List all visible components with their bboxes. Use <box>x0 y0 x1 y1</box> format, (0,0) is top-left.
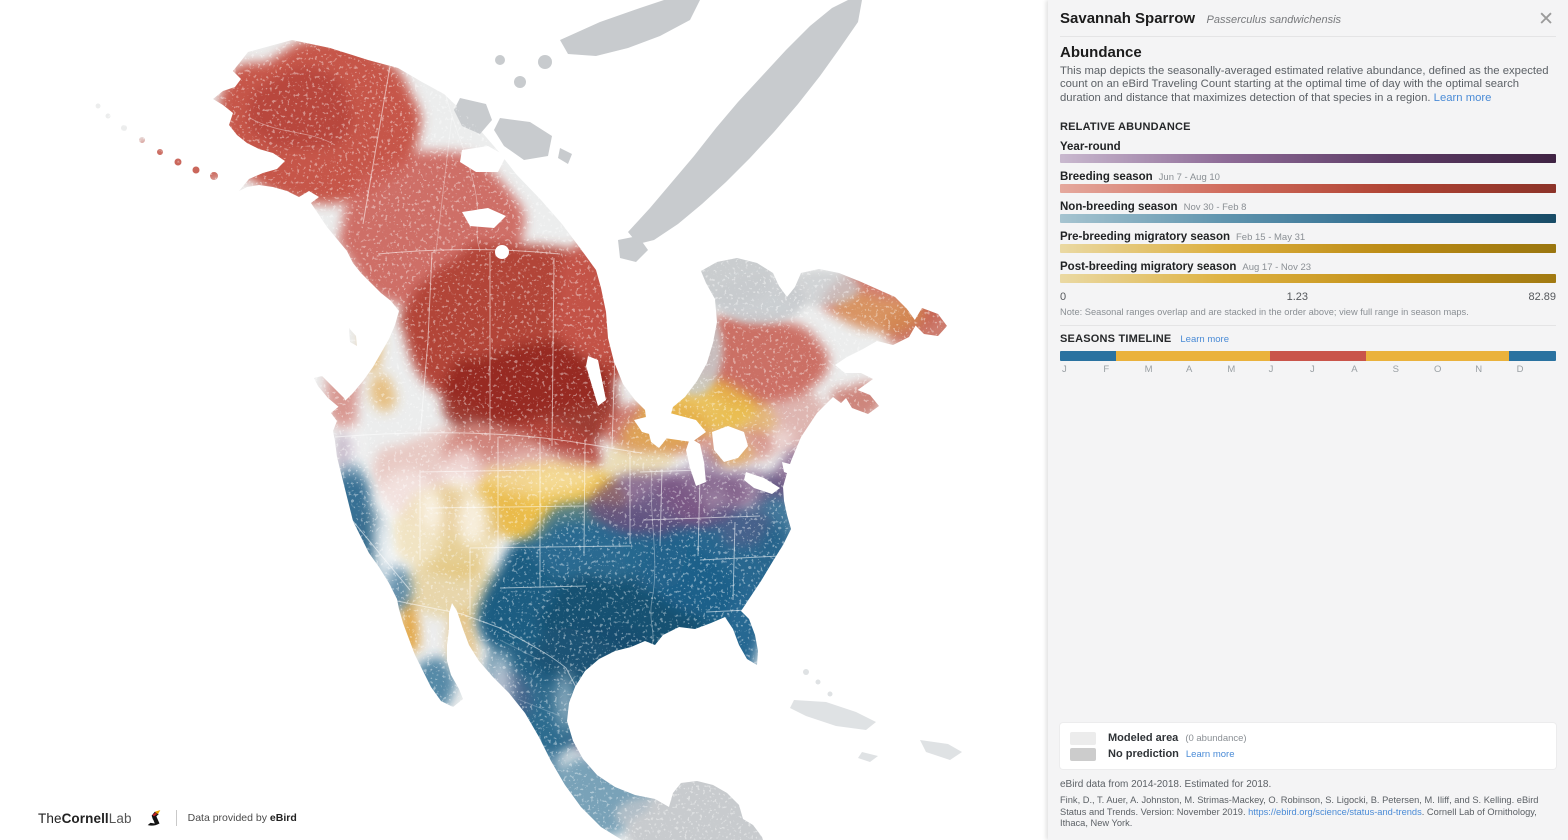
month-label: J <box>1309 364 1315 376</box>
relative-abundance-title: RELATIVE ABUNDANCE <box>1060 121 1191 134</box>
timeline-segment-post-breeding-migration <box>1366 351 1510 362</box>
modeled-area-label: Modeled area <box>1108 732 1179 745</box>
seasons-list: Year-round Breeding season Jun 7 - Aug 10 N… <box>1060 139 1556 289</box>
no-prediction-learn-more-link[interactable]: Learn more <box>1185 748 1235 760</box>
legend-row-no-prediction: No prediction Learn more <box>1070 746 1546 762</box>
timeline-learn-more-link[interactable]: Learn more <box>1180 334 1229 346</box>
timeline-segment-pre-breeding-migration <box>1116 351 1271 362</box>
citation-text: Fink, D., T. Auer, A. Johnston, M. Strim… <box>1060 795 1539 829</box>
season-dates: Jun 7 - Aug 10 <box>1158 172 1220 184</box>
season-dates: Feb 15 - May 31 <box>1236 232 1306 244</box>
ebird-data-line: eBird data from 2014-2018. Estimated for… <box>1060 779 1272 791</box>
cornell-lab-logo[interactable]: TheCornellLab <box>38 810 132 826</box>
month-label: M <box>1227 364 1236 376</box>
data-provided-credit: Data provided by eBird <box>187 812 297 824</box>
header-divider <box>1060 36 1556 37</box>
season-dates: Nov 30 - Feb 8 <box>1183 202 1247 214</box>
abundance-map-area: TheCornellLab Data provided by eBird <box>0 0 1048 840</box>
season-row: Breeding season Jun 7 - Aug 10 <box>1060 169 1556 194</box>
season-name: Non-breeding season <box>1060 201 1178 214</box>
no-prediction-swatch <box>1070 747 1096 761</box>
month-label: N <box>1475 364 1483 376</box>
seasonal-ranges-note: Note: Seasonal ranges overlap and are st… <box>1060 307 1469 318</box>
season-name: Year-round <box>1060 141 1121 154</box>
modeled-area-detail: (0 abundance) <box>1185 732 1247 744</box>
abundance-map[interactable] <box>0 0 1048 840</box>
logo-divider <box>175 810 177 826</box>
season-row: Year-round <box>1060 139 1556 164</box>
season-gradient-bar <box>1060 154 1556 164</box>
month-label: M <box>1144 364 1153 376</box>
rivers-layer <box>249 95 656 646</box>
month-label: O <box>1433 364 1442 376</box>
species-scientific-name: Passerculus sandwichensis <box>1206 14 1342 26</box>
cornell-lab-bird-icon <box>147 810 160 826</box>
season-gradient-bar <box>1060 274 1556 284</box>
season-name: Breeding season <box>1060 171 1153 184</box>
state-borders-layer <box>334 65 819 717</box>
species-common-name: Savannah Sparrow <box>1060 10 1196 27</box>
timeline-segment-non-breeding <box>1509 351 1556 362</box>
month-label: J <box>1268 364 1274 376</box>
no-prediction-islands <box>454 0 962 762</box>
season-name: Pre-breeding migratory season <box>1060 231 1230 244</box>
season-gradient-bar <box>1060 184 1556 194</box>
panel-spacer <box>1060 375 1556 723</box>
season-row: Post-breeding migratory season Aug 17 - N… <box>1060 259 1556 284</box>
season-row: Non-breeding season Nov 30 - Feb 8 <box>1060 199 1556 224</box>
month-label: A <box>1185 364 1193 376</box>
timeline-segment-breeding <box>1270 351 1367 362</box>
month-label: F <box>1103 364 1110 376</box>
seasons-timeline-header: SEASONS TIMELINE Learn more <box>1060 333 1556 345</box>
abundance-description: This map depicts the seasonally-averaged… <box>1060 65 1549 104</box>
seasons-timeline-bar <box>1060 351 1556 362</box>
scale-min: 0 <box>1060 291 1067 304</box>
citation-link[interactable]: https://ebird.org/science/status-and-tre… <box>1248 806 1422 817</box>
month-label: S <box>1392 364 1399 376</box>
month-label: D <box>1516 364 1524 376</box>
season-gradient-bar <box>1060 214 1556 224</box>
season-row: Pre-breeding migratory season Feb 15 - Ma… <box>1060 229 1556 254</box>
abundance-scale: 0 1.23 82.89 <box>1060 291 1556 303</box>
season-dates: Aug 17 - Nov 23 <box>1242 262 1312 274</box>
close-icon[interactable]: ✕ <box>1538 9 1554 30</box>
scale-max: 82.89 <box>1528 291 1556 304</box>
lakes-layer <box>460 146 808 494</box>
month-label: A <box>1351 364 1358 376</box>
description-learn-more-link[interactable]: Learn more <box>1433 91 1492 104</box>
timeline-segment-non-breeding <box>1060 351 1117 362</box>
timeline-divider <box>1060 325 1556 327</box>
abundance-heading: Abundance <box>1060 44 1142 61</box>
species-info-panel: Savannah Sparrow Passerculus sandwichens… <box>1048 0 1568 840</box>
legend-row-modeled-area: Modeled area (0 abundance) <box>1070 730 1546 746</box>
scale-mid: 1.23 <box>1286 291 1308 304</box>
month-label: J <box>1062 364 1067 376</box>
map-legend-card: Modeled area (0 abundance) No prediction… <box>1060 723 1556 770</box>
seasons-timeline-title: SEASONS TIMELINE <box>1060 333 1172 346</box>
panel-header: Savannah Sparrow Passerculus sandwichens… <box>1060 9 1556 30</box>
modeled-area-swatch <box>1070 731 1096 745</box>
season-gradient-bar <box>1060 244 1556 254</box>
no-prediction-label: No prediction <box>1108 748 1179 761</box>
season-name: Post-breeding migratory season <box>1060 261 1237 274</box>
map-attribution: TheCornellLab Data provided by eBird <box>38 808 297 828</box>
